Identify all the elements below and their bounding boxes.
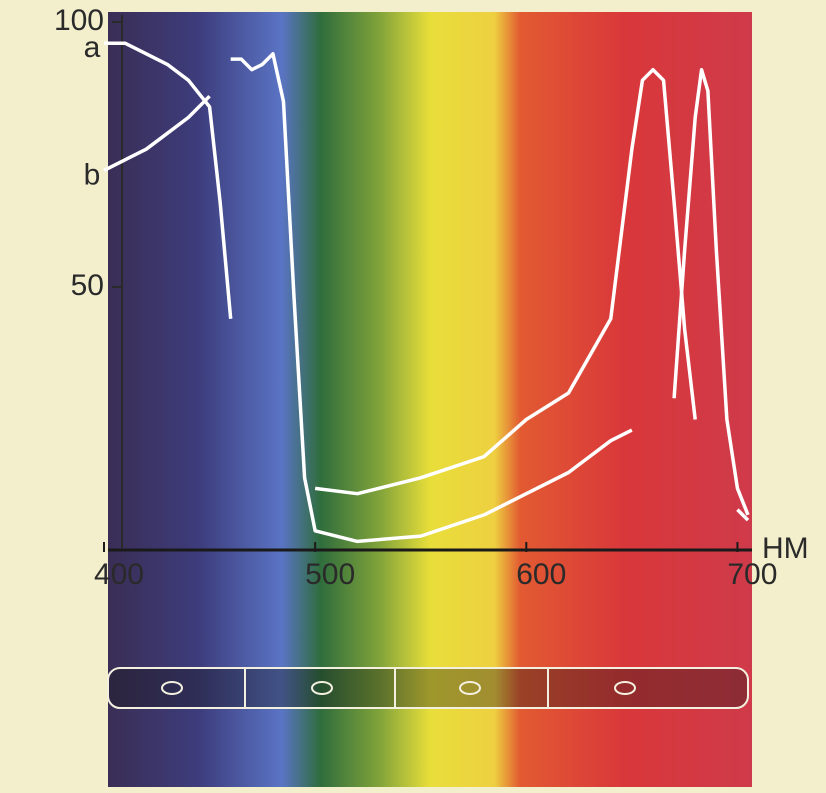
x-tick-label: 600 [516,558,566,591]
series-label: b [84,158,101,191]
series-line [103,52,750,544]
x-tick-label: 400 [94,558,144,591]
series-label: a [84,31,101,64]
x-tick-label: 500 [305,558,355,591]
y-tick-label: 100 [54,4,104,37]
x-tick-label: 700 [727,558,777,591]
x-axis-label: НМ [762,532,809,565]
cell-strip [107,667,749,709]
y-tick-label: 50 [71,269,104,302]
series-line [104,41,750,522]
spectrum-background [108,12,752,787]
